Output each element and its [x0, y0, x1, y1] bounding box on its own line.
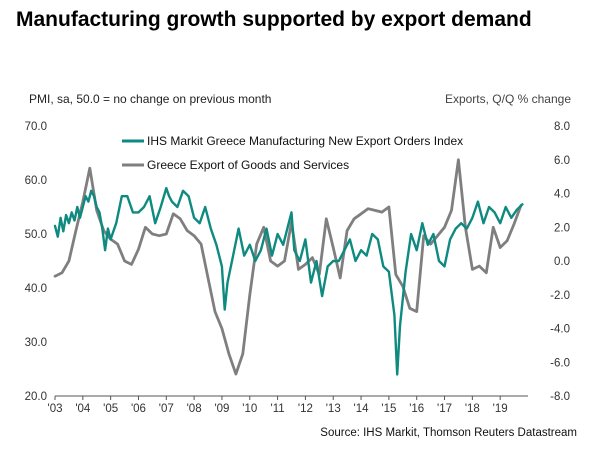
x-tick-label: '04: [75, 403, 91, 415]
right-tick-label: 0.0: [554, 256, 570, 268]
right-tick-label: -8.0: [550, 391, 570, 403]
x-tick-label: '07: [159, 403, 174, 415]
right-tick-label: 6.0: [554, 155, 570, 167]
chart-title: Manufacturing growth supported by export…: [16, 8, 532, 31]
right-tick-label: -2.0: [550, 290, 570, 302]
x-tick-label: '11: [271, 403, 285, 415]
right-tick-label: 4.0: [554, 189, 570, 201]
x-tick-label: '09: [214, 403, 229, 415]
source-note: Source: IHS Markit, Thomson Reuters Data…: [320, 427, 577, 439]
x-tick-label: '16: [409, 403, 424, 415]
right-axis-label: Exports, Q/Q % change: [444, 92, 571, 106]
legend-label-export-orders: IHS Markit Greece Manufacturing New Expo…: [147, 134, 463, 148]
right-tick-label: -4.0: [550, 324, 570, 336]
left-tick-label: 20.0: [25, 391, 47, 403]
x-tick-label: '08: [187, 403, 202, 415]
left-tick-label: 70.0: [25, 121, 47, 133]
series-line-export-orders: [53, 186, 524, 376]
series-lines: [53, 158, 524, 376]
x-tick-label: '18: [465, 403, 480, 415]
left-axis-label: PMI, sa, 50.0 = no change on previous mo…: [29, 92, 272, 106]
x-tick-label: '17: [437, 403, 452, 415]
left-tick-label: 60.0: [25, 175, 47, 187]
right-tick-label: 8.0: [554, 121, 570, 133]
x-tick-label: '05: [103, 403, 118, 415]
x-tick-label: '12: [298, 403, 313, 415]
series-line-exports: [53, 158, 523, 376]
x-tick-label: '03: [48, 403, 63, 415]
legend: IHS Markit Greece Manufacturing New Expo…: [122, 134, 463, 172]
x-tick-label: '15: [381, 403, 396, 415]
x-tick-label: '13: [326, 403, 341, 415]
legend-label-exports: Greece Export of Goods and Services: [147, 158, 349, 172]
x-tick-label: '06: [131, 403, 146, 415]
right-tick-label: -6.0: [550, 357, 570, 369]
tick-labels: '03 '04 '05 '06 '07 '08 '09 '10 '11 '12 '13 '14 '15 '…: [25, 121, 570, 415]
x-tick-label: '14: [354, 403, 370, 415]
axes: [54, 395, 528, 400]
left-tick-label: 40.0: [25, 283, 47, 295]
right-tick-label: 2.0: [554, 222, 570, 234]
x-tick-label: '19: [493, 403, 508, 415]
left-tick-label: 30.0: [25, 337, 47, 349]
left-tick-label: 50.0: [25, 229, 47, 241]
x-tick-label: '10: [242, 403, 257, 415]
